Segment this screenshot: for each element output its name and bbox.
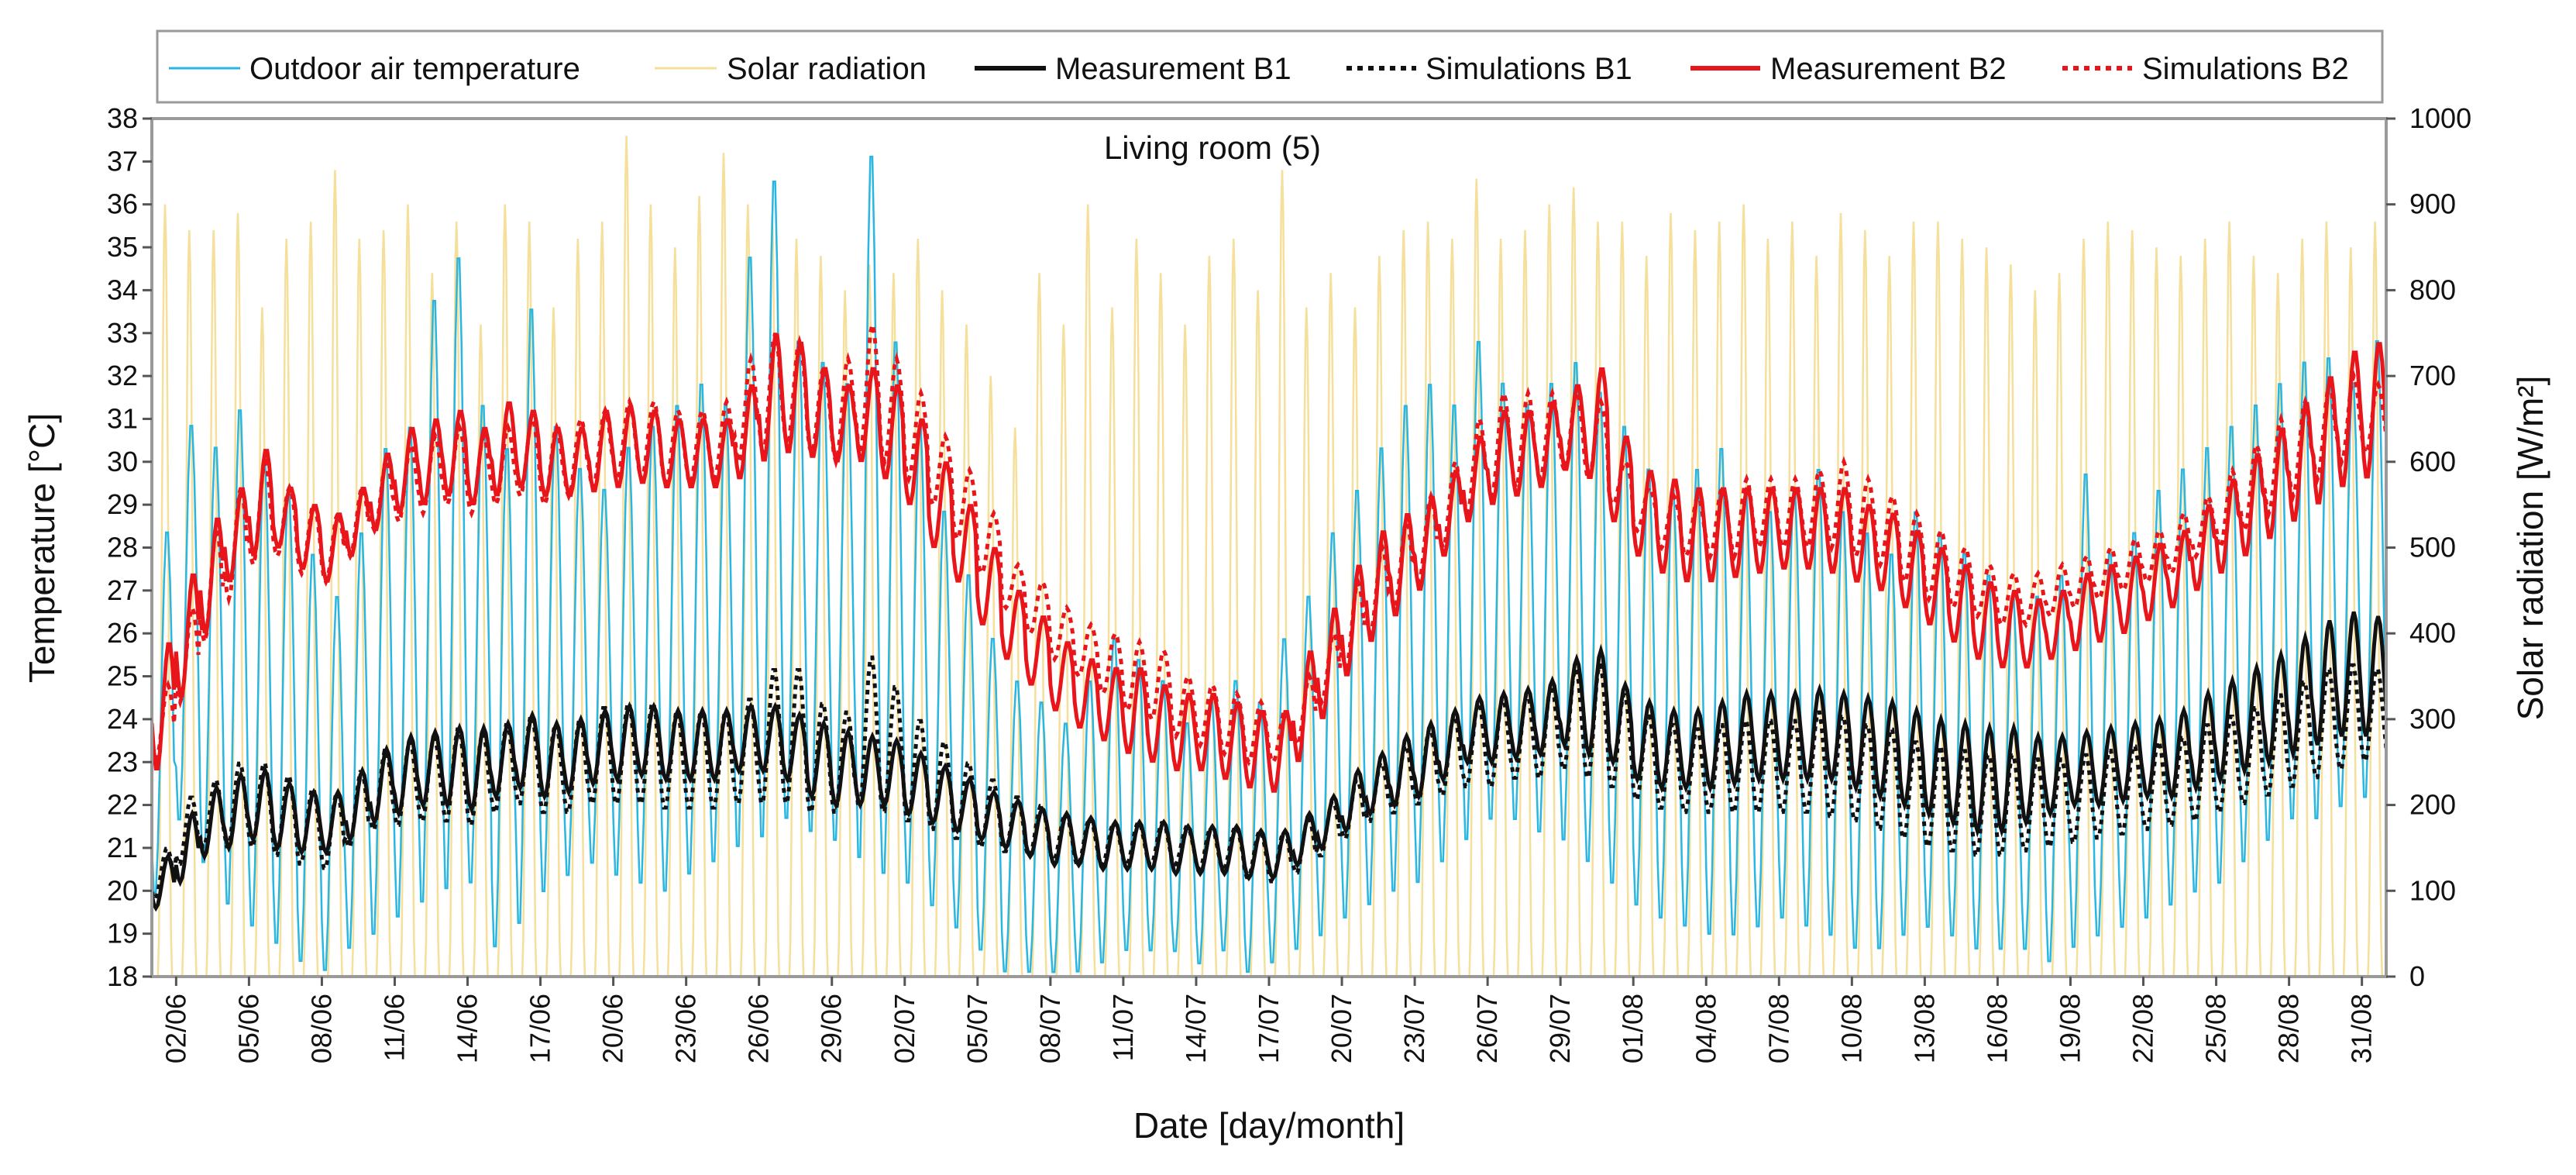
x-tick-label-07/08: 07/08 [1763,994,1794,1063]
x-tick-label-20/06: 20/06 [597,994,629,1063]
y-left-tick-label-38: 38 [107,102,138,134]
y-left-tick-label-37: 37 [107,145,138,177]
x-tick-label-28/08: 28/08 [2273,994,2305,1063]
legend-label-simulations-b2: Simulations B2 [2142,52,2349,86]
x-tick-label-04/08: 04/08 [1690,994,1721,1063]
x-tick-label-29/06: 29/06 [816,994,848,1063]
y-left-tick-label-27: 27 [107,574,138,606]
x-tick-label-25/08: 25/08 [2200,994,2232,1063]
x-tick-label-05/07: 05/07 [961,994,993,1063]
y-left-tick-label-25: 25 [107,660,138,692]
legend-item-measurement-b2: Measurement B2 [1690,52,2007,86]
x-tick-label-08/06: 08/06 [305,994,337,1063]
x-tick-label-11/07: 11/07 [1107,994,1139,1061]
y-left-tick-label-18: 18 [107,960,138,992]
x-tick-label-08/07: 08/07 [1034,994,1066,1063]
y-left-tick-label-20: 20 [107,874,138,906]
y-left-tick-label-22: 22 [107,789,138,821]
x-tick-label-29/07: 29/07 [1544,994,1576,1063]
x-tick-label-01/08: 01/08 [1617,994,1649,1063]
x-tick-label-19/08: 19/08 [2054,994,2086,1063]
y-right-tick-label-1000: 1000 [2409,102,2471,134]
x-tick-label-10/08: 10/08 [1835,994,1867,1063]
y-left-tick-label-29: 29 [107,488,138,520]
y-right-tick-label-0: 0 [2409,960,2425,992]
x-tick-label-17/06: 17/06 [524,994,556,1063]
x-tick-label-14/07: 14/07 [1180,994,1212,1063]
x-tick-label-26/06: 26/06 [743,994,775,1063]
x-axis-title: Date [day/month] [1133,1105,1405,1146]
legend-label-outdoor-air-temperature: Outdoor air temperature [249,52,580,86]
y-axis-title-left: Temperature [°C] [22,413,62,683]
y-left-tick-label-21: 21 [107,832,138,863]
y-right-tick-label-100: 100 [2409,874,2456,906]
y-left-tick-label-34: 34 [107,274,138,305]
legend-item-simulations-b2: Simulations B2 [2062,52,2349,86]
x-tick-label-20/07: 20/07 [1326,994,1357,1063]
x-tick-label-11/06: 11/06 [378,994,410,1061]
y-left-tick-label-28: 28 [107,532,138,563]
series-measurement-b1 [152,611,2386,912]
right-axis: 0 100 200 300 400 500 600 700 800 900 1000 [2386,102,2471,992]
y-right-tick-label-500: 500 [2409,532,2456,563]
x-tick-label-14/06: 14/06 [452,994,483,1063]
y-right-tick-label-400: 400 [2409,617,2456,649]
legend: Outdoor air temperature Solar radiation … [156,29,2384,104]
x-tick-label-16/08: 16/08 [1981,994,2013,1063]
x-tick-label-05/06: 05/06 [232,994,264,1063]
y-left-tick-label-19: 19 [107,918,138,949]
legend-label-simulations-b1: Simulations B1 [1426,52,1632,86]
y-left-tick-label-30: 30 [107,446,138,477]
y-left-tick-label-35: 35 [107,231,138,263]
y-left-tick-label-36: 36 [107,188,138,220]
x-tick-label-23/06: 23/06 [670,994,702,1063]
legend-label-measurement-b1: Measurement B1 [1055,52,1291,86]
x-axis: 02/06 05/06 08/06 11/06 14/06 17/06 20/06 23/06… [160,977,2378,1063]
y-left-tick-label-32: 32 [107,360,138,391]
y-right-tick-label-200: 200 [2409,789,2456,821]
y-right-tick-label-800: 800 [2409,274,2456,305]
x-tick-label-26/07: 26/07 [1471,994,1503,1063]
legend-item-outdoor-air-temperature: Outdoor air temperature [169,52,580,86]
y-right-tick-label-700: 700 [2409,360,2456,391]
legend-label-solar-radiation: Solar radiation [727,52,927,86]
x-tick-label-22/08: 22/08 [2127,994,2159,1063]
left-axis: 18 19 20 21 22 23 24 25 26 27 28 29 30 31 32 33 34 35 36 37… [107,102,152,992]
x-tick-label-02/06: 02/06 [160,994,191,1063]
legend-item-measurement-b1: Measurement B1 [975,52,1291,86]
y-axis-title-right: Solar radiation [W/m²] [2510,376,2550,721]
y-left-tick-label-26: 26 [107,617,138,649]
x-tick-label-13/08: 13/08 [1908,994,1940,1063]
y-right-tick-label-300: 300 [2409,703,2456,735]
series-solar-radiation [152,136,2386,977]
y-right-tick-label-900: 900 [2409,188,2456,220]
y-left-tick-label-24: 24 [107,703,138,735]
legend-item-solar-radiation: Solar radiation [655,52,927,86]
y-left-tick-label-31: 31 [107,402,138,434]
series-layer [152,136,2386,977]
legend-box [156,29,2384,104]
y-right-tick-label-600: 600 [2409,446,2456,477]
x-tick-label-02/07: 02/07 [889,994,920,1063]
legend-label-measurement-b2: Measurement B2 [1770,52,2007,86]
chart-title: Living room (5) [1104,129,1321,166]
x-tick-label-23/07: 23/07 [1398,994,1430,1063]
x-tick-label-17/07: 17/07 [1253,994,1285,1063]
y-left-tick-label-33: 33 [107,317,138,349]
y-left-tick-label-23: 23 [107,746,138,777]
x-tick-label-31/08: 31/08 [2346,994,2378,1063]
legend-item-simulations-b1: Simulations B1 [1346,52,1632,86]
series-simulations-b2 [152,324,2386,768]
